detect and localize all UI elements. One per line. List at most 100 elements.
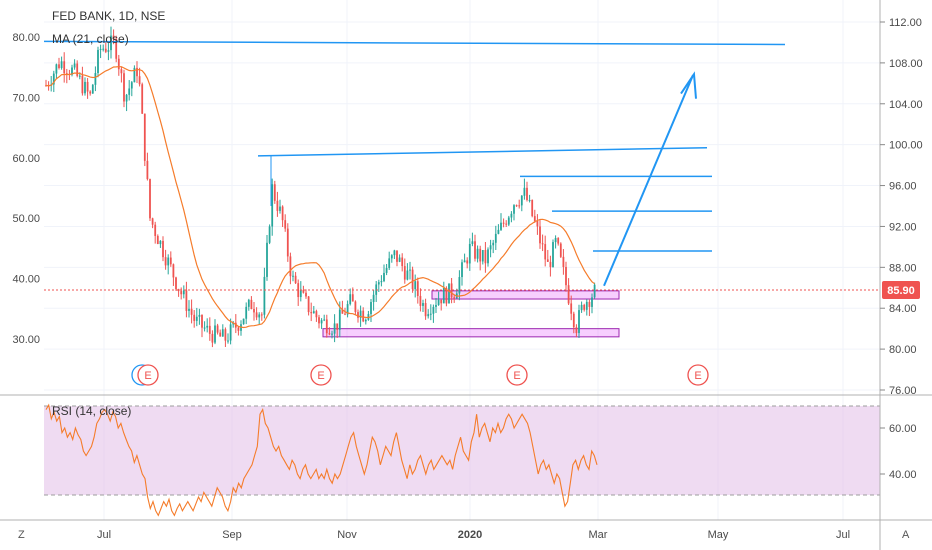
candle-body [411,269,414,290]
candle-body [336,323,339,330]
candle-body [258,314,261,318]
candle-body [63,61,66,74]
rsi-series [45,403,598,517]
candle-body [593,284,596,298]
candle-body [492,242,495,246]
candle-body [125,94,128,102]
candle-body [494,233,497,243]
timezone-button[interactable]: Z [18,529,25,541]
time-axis-ticks: Jul Sep Nov 2020 Mar May Jul [97,529,850,541]
candle-body [281,206,284,221]
candle-body [507,217,510,225]
candle-body [380,281,383,283]
left-tick-label: 70.00 [12,92,40,104]
candle-body [583,304,586,310]
candle-body [214,325,216,343]
earnings-marker[interactable] [310,364,332,386]
candle-body [341,309,344,314]
rsi-legend[interactable]: RSI (14, close) [52,404,131,418]
candle-body [401,257,404,267]
candle-body [461,262,463,278]
candle-body [448,283,450,304]
rsi-line [45,403,598,517]
candle-body [354,301,357,313]
candle-body [406,270,409,280]
ma-line [45,66,595,329]
right-tick-label: 104.00 [889,99,923,111]
resistance-line-top[interactable] [43,40,786,46]
candle-body [110,35,112,51]
candle-body [437,299,440,305]
candle-body [203,327,206,329]
auto-scale-button[interactable]: A [902,529,910,541]
candle-body [284,220,287,229]
candle-body [385,268,388,273]
candle-body [383,272,385,282]
candle-body [211,333,214,343]
candle-body [489,245,492,250]
earnings-marker[interactable] [687,364,709,386]
candle-body [138,76,141,85]
right-tick-label: 92.00 [889,221,917,233]
candle-body [188,308,190,311]
candle-body [130,82,133,89]
candle-body [71,67,73,75]
candle-body [557,238,560,244]
candle-body [216,325,219,333]
candle-body [536,220,539,227]
candle-body [468,243,471,264]
candle-body [546,259,549,262]
candle-body [175,277,177,290]
candle-body [364,319,367,322]
candle-body [247,299,250,307]
left-tick-label: 80.00 [12,32,40,44]
candle-body [346,304,349,315]
chart-title[interactable]: FED BANK, 1D, NSE [52,9,165,23]
candle-body [206,325,209,328]
candle-body [117,58,120,70]
support-zones[interactable] [322,290,620,338]
candle-body [151,218,154,225]
candle-body [120,69,123,74]
trend-lines[interactable] [43,40,786,287]
candle-body [318,317,320,324]
support-zone-lower[interactable] [322,328,620,338]
candle-body [351,294,354,302]
candle-body [190,308,193,315]
candle-body [416,281,419,296]
candle-body [445,288,448,304]
candle-body [302,290,305,293]
candle-body [299,290,302,298]
candle-body [133,67,136,83]
candle-body [359,310,362,318]
candle-body [552,242,554,268]
earnings-marker[interactable] [506,364,528,386]
candle-body [450,283,453,298]
ma-legend[interactable]: MA (21, close) [52,32,129,46]
candle-body [99,48,102,50]
rsi-tick-label: 60.00 [889,423,917,435]
candle-body [463,260,466,263]
time-tick-label: Jul [97,529,111,541]
candle-body [123,73,125,102]
projection-arrow-head[interactable] [680,71,697,99]
candle-body [398,257,401,262]
candle-body [286,228,289,257]
candle-body [146,160,149,180]
candle-body [484,250,487,264]
candle-body [562,256,565,267]
candle-body [435,304,437,307]
support-zone-upper[interactable] [431,290,620,300]
candle-body [588,301,591,307]
projection-arrow-line[interactable] [603,74,694,287]
left-tick-label: 60.00 [12,153,40,165]
left-tick-label: 30.00 [12,334,40,346]
candle-body [539,226,541,244]
resistance-line-sep-high[interactable] [257,146,708,157]
candle-body [201,314,203,328]
candle-body [289,256,292,277]
candle-body [432,306,435,314]
earnings-marker[interactable] [137,364,159,386]
